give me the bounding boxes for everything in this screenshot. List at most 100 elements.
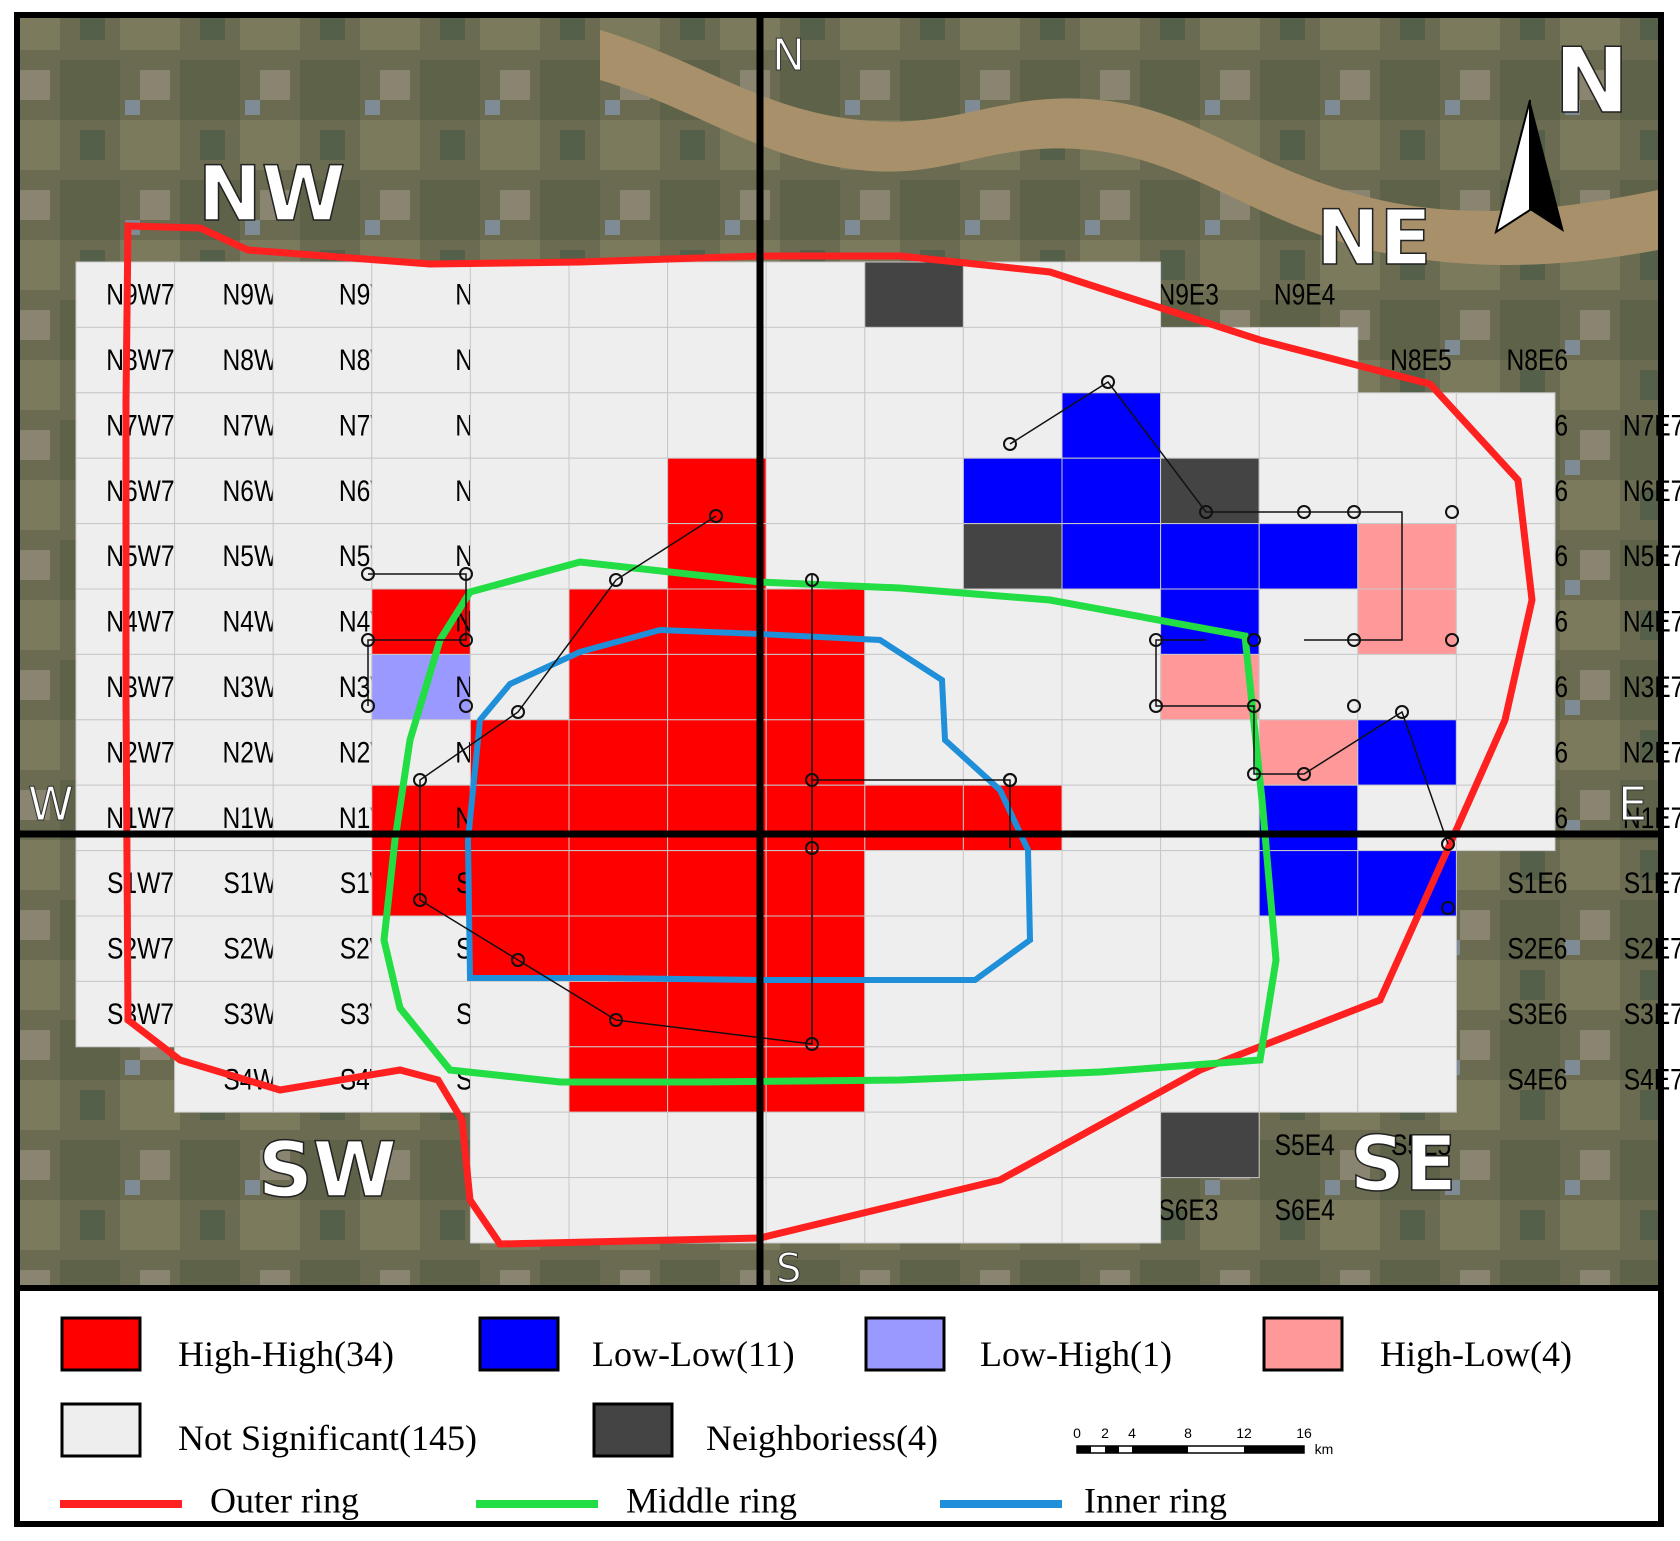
grid-cell xyxy=(568,719,669,786)
grid-cell xyxy=(174,457,274,525)
grid-cell xyxy=(962,523,1063,590)
grid-cell xyxy=(1061,784,1162,852)
legend-label-low-high: Low-High(1) xyxy=(980,1334,1172,1374)
grid-cell xyxy=(864,850,964,917)
grid-cell xyxy=(469,1111,570,1179)
grid-cell xyxy=(1160,523,1260,590)
grid-cell xyxy=(568,653,669,721)
grid-cell xyxy=(1357,392,1457,459)
quadrant-se: SE xyxy=(1350,1119,1457,1208)
grid-cell-label: N1W7 xyxy=(106,800,174,834)
grid-cell xyxy=(962,1111,1063,1179)
grid-cell xyxy=(765,653,866,721)
grid-cell-label: S1E7 xyxy=(1624,866,1680,900)
grid-cell-label: S2E7 xyxy=(1624,931,1680,965)
grid-cell xyxy=(174,261,274,328)
grid-cell xyxy=(864,719,964,786)
legend-line-label-inner: Inner ring xyxy=(1084,1480,1227,1520)
grid-cell xyxy=(765,980,866,1048)
grid-cell-label: N6W7 xyxy=(106,473,174,507)
grid-cell-label: S2E6 xyxy=(1507,931,1567,965)
grid-cell xyxy=(667,850,767,917)
grid-cell xyxy=(765,784,866,852)
grid-cell xyxy=(1258,523,1359,590)
grid-cell xyxy=(1357,784,1457,852)
grid-cell xyxy=(174,980,274,1048)
grid-cell xyxy=(272,326,373,394)
legend-label-high-high: High-High(34) xyxy=(178,1334,394,1374)
grid-cell-label: N5W7 xyxy=(106,539,174,573)
grid-cell xyxy=(1357,588,1457,655)
quadrant-nw: NW xyxy=(198,149,345,238)
grid-cell xyxy=(469,980,570,1048)
grid-cell xyxy=(1061,392,1162,459)
grid-cell xyxy=(272,915,373,982)
grid-cell xyxy=(1061,457,1162,525)
grid-cell xyxy=(174,850,274,917)
outer-ring xyxy=(122,222,1536,1248)
river xyxy=(600,30,1658,265)
grid-cell xyxy=(667,915,767,982)
grid-cell xyxy=(1160,653,1260,721)
grid-cell xyxy=(174,653,274,721)
grid-cell xyxy=(469,1177,570,1244)
grid-cell xyxy=(174,784,274,852)
legend-swatch-high-high xyxy=(60,1316,142,1372)
grid-cell xyxy=(1061,980,1162,1048)
grid-cell xyxy=(1160,784,1260,852)
grid-cell xyxy=(272,457,373,525)
axis-east: E xyxy=(1618,777,1647,831)
connectivity-nodes xyxy=(361,375,1459,1051)
grid-cell-label: N4W7 xyxy=(106,604,174,638)
grid-cell xyxy=(1061,850,1162,917)
grid-cell-label: S4E6 xyxy=(1507,1062,1567,1096)
axis-north: N xyxy=(772,30,805,81)
grid-cell xyxy=(371,392,471,459)
grid-cell xyxy=(864,1111,964,1179)
grid-cell xyxy=(765,915,866,982)
grid-cell xyxy=(1258,653,1359,721)
grid-cell-label: N3W7 xyxy=(106,670,174,704)
grid-cell xyxy=(1357,719,1457,786)
grid-cell xyxy=(765,457,866,525)
scale-bar: 0 2 4 8 12 16 km xyxy=(1073,1425,1333,1457)
grid-cell-label: N2E7 xyxy=(1623,735,1680,769)
north-arrow-icon: N xyxy=(1494,28,1630,235)
grid-cell xyxy=(1160,1111,1260,1179)
grid-cell xyxy=(864,523,964,590)
grid-cell xyxy=(1258,784,1359,852)
grid-cell xyxy=(1258,719,1359,786)
grid-cell xyxy=(1455,523,1556,590)
grid-cell xyxy=(469,261,570,328)
legend-swatch-high-low xyxy=(1262,1316,1344,1372)
legend-label-not-significant: Not Significant(145) xyxy=(178,1418,477,1458)
grid-cell xyxy=(174,915,274,982)
grid-cell xyxy=(1160,850,1260,917)
grid-cell-label: N1E7 xyxy=(1623,800,1680,834)
grid-cell xyxy=(371,326,471,394)
grid-cell-label: N3E7 xyxy=(1623,670,1680,704)
grid-cell xyxy=(568,457,669,525)
grid-cell xyxy=(1061,915,1162,982)
grid-cell xyxy=(272,850,373,917)
grid-cell-label: S5E5 xyxy=(1391,1127,1451,1161)
scale-tick-label: 4 xyxy=(1128,1425,1136,1441)
grid-cell xyxy=(174,326,274,394)
grid-cell xyxy=(1357,1046,1457,1113)
legend-label-high-low: High-Low(4) xyxy=(1380,1334,1572,1374)
scale-tick-label: 0 xyxy=(1073,1425,1081,1441)
grid-cell xyxy=(1061,653,1162,721)
grid-cell xyxy=(864,392,964,459)
grid-cell xyxy=(667,392,767,459)
grid-cell xyxy=(469,784,570,852)
grid-cell xyxy=(667,1111,767,1179)
grid-cell xyxy=(469,457,570,525)
grid-cell xyxy=(765,850,866,917)
legend-label-neighborless: Neighboriess(4) xyxy=(706,1418,938,1458)
scale-tick-label: 12 xyxy=(1236,1425,1252,1441)
grid-cell-label: N7E7 xyxy=(1623,408,1680,442)
grid-cell xyxy=(864,457,964,525)
grid-cell xyxy=(1455,588,1556,655)
axis-west: W xyxy=(28,777,73,831)
